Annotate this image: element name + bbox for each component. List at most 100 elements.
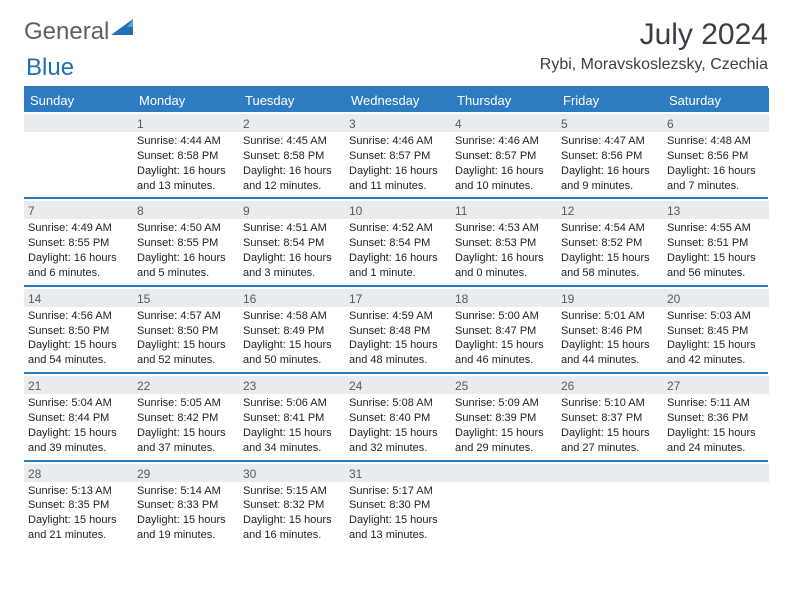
sunrise-text: Sunrise: 5:05 AM	[137, 396, 235, 411]
day-number-bar: 2	[239, 114, 345, 132]
daylight-text: Daylight: 16 hours and 6 minutes.	[28, 251, 129, 281]
weekday-header-row: Sunday Monday Tuesday Wednesday Thursday…	[24, 88, 768, 112]
day-number-bar: 26	[557, 376, 663, 394]
day-info: Sunrise: 4:58 AMSunset: 8:49 PMDaylight:…	[243, 309, 341, 368]
daylight-text: Daylight: 15 hours and 44 minutes.	[561, 338, 659, 368]
daylight-text: Daylight: 15 hours and 52 minutes.	[137, 338, 235, 368]
day-info: Sunrise: 4:45 AMSunset: 8:58 PMDaylight:…	[243, 134, 341, 193]
day-info: Sunrise: 4:46 AMSunset: 8:57 PMDaylight:…	[455, 134, 553, 193]
sunrise-text: Sunrise: 4:47 AM	[561, 134, 659, 149]
calendar-day-cell: 31 Sunrise: 5:17 AMSunset: 8:30 PMDayligh…	[345, 462, 451, 547]
weekday-header: Saturday	[663, 88, 769, 112]
sunrise-text: Sunrise: 5:01 AM	[561, 309, 659, 324]
day-info: Sunrise: 5:05 AMSunset: 8:42 PMDaylight:…	[137, 396, 235, 455]
day-number-bar: 15	[133, 289, 239, 307]
day-number-bar: 29	[133, 464, 239, 482]
sunset-text: Sunset: 8:42 PM	[137, 411, 235, 426]
daylight-text: Daylight: 15 hours and 42 minutes.	[667, 338, 765, 368]
daylight-text: Daylight: 15 hours and 29 minutes.	[455, 426, 553, 456]
day-info: Sunrise: 5:13 AMSunset: 8:35 PMDaylight:…	[28, 484, 129, 543]
day-info: Sunrise: 4:59 AMSunset: 8:48 PMDaylight:…	[349, 309, 447, 368]
day-info: Sunrise: 4:52 AMSunset: 8:54 PMDaylight:…	[349, 221, 447, 280]
day-number-bar: 22	[133, 376, 239, 394]
day-number-bar: 14	[24, 289, 133, 307]
daylight-text: Daylight: 15 hours and 37 minutes.	[137, 426, 235, 456]
calendar-week-row: 1 Sunrise: 4:44 AMSunset: 8:58 PM Daylight…	[24, 112, 768, 197]
daylight-text: Daylight: 15 hours and 16 minutes.	[243, 513, 341, 543]
day-number-bar: 6	[663, 114, 769, 132]
logo-triangle-icon	[111, 16, 137, 44]
calendar-day-cell: 16Sunrise: 4:58 AMSunset: 8:49 PMDayligh…	[239, 287, 345, 372]
day-number-bar: 19	[557, 289, 663, 307]
sunrise-text: Sunrise: 4:57 AM	[137, 309, 235, 324]
sunset-text: Sunset: 8:47 PM	[455, 324, 553, 339]
calendar-day-cell: 2 Sunrise: 4:45 AMSunset: 8:58 PMDaylight…	[239, 112, 345, 197]
sunrise-text: Sunrise: 5:11 AM	[667, 396, 765, 411]
day-info: Sunrise: 5:14 AMSunset: 8:33 PMDaylight:…	[137, 484, 235, 543]
daylight-text: Daylight: 16 hours and 11 minutes.	[349, 164, 447, 194]
day-number-bar: 21	[24, 376, 133, 394]
day-info: Sunrise: 4:56 AMSunset: 8:50 PMDaylight:…	[28, 309, 129, 368]
day-info: Sunrise: 5:15 AMSunset: 8:32 PMDaylight:…	[243, 484, 341, 543]
sunset-text: Sunset: 8:33 PM	[137, 498, 235, 513]
daylight-text: Daylight: 15 hours and 32 minutes.	[349, 426, 447, 456]
calendar-day-cell: 12Sunrise: 4:54 AMSunset: 8:52 PMDayligh…	[557, 199, 663, 284]
day-number-bar: 31	[345, 464, 451, 482]
calendar-day-cell: 21Sunrise: 5:04 AMSunset: 8:44 PMDayligh…	[24, 374, 133, 459]
weekday-header: Friday	[557, 88, 663, 112]
daylight-text: Daylight: 15 hours and 54 minutes.	[28, 338, 129, 368]
day-info: Sunrise: 5:17 AMSunset: 8:30 PMDaylight:…	[349, 484, 447, 543]
day-info: Sunrise: 5:06 AMSunset: 8:41 PMDaylight:…	[243, 396, 341, 455]
day-info	[28, 134, 129, 193]
sunrise-text: Sunrise: 5:00 AM	[455, 309, 553, 324]
day-info: Sunrise: 4:57 AMSunset: 8:50 PMDaylight:…	[137, 309, 235, 368]
sunset-text: Sunset: 8:32 PM	[243, 498, 341, 513]
day-info: Sunrise: 4:55 AMSunset: 8:51 PMDaylight:…	[667, 221, 765, 280]
day-number-bar: 3	[345, 114, 451, 132]
day-info: Sunrise: 4:51 AMSunset: 8:54 PMDaylight:…	[243, 221, 341, 280]
logo-text-1: General	[24, 18, 109, 46]
day-info	[667, 484, 765, 543]
sunrise-text: Sunrise: 4:44 AM	[137, 134, 235, 149]
calendar-day-cell: 30Sunrise: 5:15 AMSunset: 8:32 PMDayligh…	[239, 462, 345, 547]
sunrise-text: Sunrise: 4:54 AM	[561, 221, 659, 236]
sunset-text: Sunset: 8:50 PM	[137, 324, 235, 339]
sunrise-text: Sunrise: 4:46 AM	[455, 134, 553, 149]
day-info	[455, 484, 553, 543]
calendar-grid: Sunday Monday Tuesday Wednesday Thursday…	[24, 86, 768, 547]
sunrise-text: Sunrise: 5:13 AM	[28, 484, 129, 499]
daylight-text: Daylight: 16 hours and 5 minutes.	[137, 251, 235, 281]
day-info: Sunrise: 4:47 AMSunset: 8:56 PMDaylight:…	[561, 134, 659, 193]
sunset-text: Sunset: 8:56 PM	[667, 149, 765, 164]
sunrise-text: Sunrise: 5:15 AM	[243, 484, 341, 499]
day-number-bar: 4	[451, 114, 557, 132]
calendar-day-cell: 4 Sunrise: 4:46 AMSunset: 8:57 PMDaylight…	[451, 112, 557, 197]
calendar-day-cell: 20Sunrise: 5:03 AMSunset: 8:45 PMDayligh…	[663, 287, 769, 372]
day-number-bar: 9	[239, 201, 345, 219]
sunset-text: Sunset: 8:45 PM	[667, 324, 765, 339]
daylight-text: Daylight: 15 hours and 48 minutes.	[349, 338, 447, 368]
day-number-bar: 10	[345, 201, 451, 219]
day-number-bar: 11	[451, 201, 557, 219]
weekday-header: Wednesday	[345, 88, 451, 112]
calendar-week-row: 7Sunrise: 4:49 AMSunset: 8:55 PMDaylight…	[24, 197, 768, 284]
daylight-text: Daylight: 15 hours and 46 minutes.	[455, 338, 553, 368]
daylight-text: Daylight: 15 hours and 24 minutes.	[667, 426, 765, 456]
calendar-day-cell: 10 Sunrise: 4:52 AMSunset: 8:54 PMDayligh…	[345, 199, 451, 284]
sunset-text: Sunset: 8:46 PM	[561, 324, 659, 339]
sunset-text: Sunset: 8:58 PM	[137, 149, 235, 164]
day-number-bar	[557, 464, 663, 482]
calendar-week-row: 21Sunrise: 5:04 AMSunset: 8:44 PMDayligh…	[24, 372, 768, 459]
day-info: Sunrise: 4:46 AMSunset: 8:57 PMDaylight:…	[349, 134, 447, 193]
day-number-bar: 1	[133, 114, 239, 132]
page-title: July 2024	[540, 18, 768, 52]
calendar-day-cell: 17Sunrise: 4:59 AMSunset: 8:48 PMDayligh…	[345, 287, 451, 372]
sunset-text: Sunset: 8:35 PM	[28, 498, 129, 513]
calendar-day-cell: 28Sunrise: 5:13 AMSunset: 8:35 PMDayligh…	[24, 462, 133, 547]
sunset-text: Sunset: 8:56 PM	[561, 149, 659, 164]
sunrise-text: Sunrise: 4:46 AM	[349, 134, 447, 149]
sunset-text: Sunset: 8:36 PM	[667, 411, 765, 426]
day-number-bar: 5	[557, 114, 663, 132]
day-info: Sunrise: 4:50 AMSunset: 8:55 PMDaylight:…	[137, 221, 235, 280]
day-number-bar: 18	[451, 289, 557, 307]
